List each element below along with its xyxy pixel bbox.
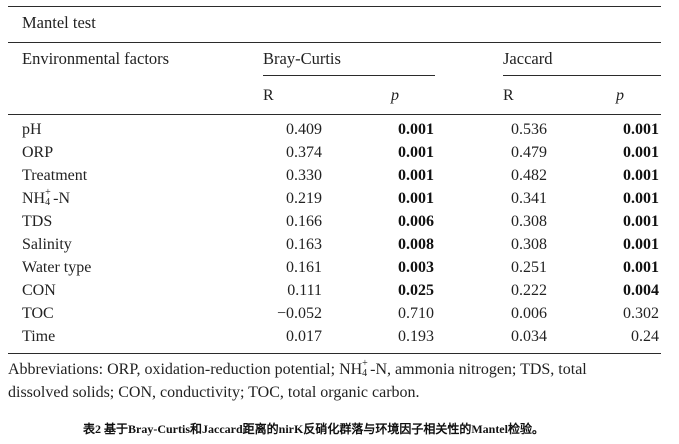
- jaccard-r-value: 0.006: [511, 305, 547, 322]
- header-bottom-rule: [8, 114, 661, 115]
- row-factor: ORP: [22, 144, 54, 161]
- jaccard-underline: [503, 75, 661, 76]
- jaccard-p-value: 0.004: [623, 282, 659, 299]
- bray-curtis-r-value: 0.166: [286, 213, 322, 230]
- abbreviations-text-b: -N, ammonia nitrogen; TDS, total: [370, 361, 587, 378]
- bray-curtis-p-value: 0.001: [398, 167, 434, 184]
- bray-curtis-p-value: 0.001: [398, 190, 434, 207]
- jaccard-p-value: 0.302: [623, 305, 659, 322]
- bray-curtis-r-header: R: [263, 87, 274, 104]
- jaccard-r-value: 0.034: [511, 328, 547, 345]
- abbreviations-line-1: Abbreviations: ORP, oxidation-reduction …: [8, 358, 587, 381]
- jaccard-p-value: 0.001: [623, 121, 659, 138]
- bray-curtis-r-value: 0.017: [286, 328, 322, 345]
- top-rule: [8, 6, 661, 7]
- jaccard-r-value: 0.341: [511, 190, 547, 207]
- jaccard-p-value: 0.001: [623, 144, 659, 161]
- bray-curtis-p-value: 0.008: [398, 236, 434, 253]
- jaccard-p-value: 0.24: [631, 328, 659, 345]
- abbreviations-text-a: Abbreviations: ORP, oxidation-reduction …: [8, 361, 363, 378]
- bray-curtis-r-value: 0.111: [287, 282, 322, 299]
- title-rule: [8, 42, 661, 43]
- table-title: Mantel test: [22, 13, 96, 32]
- row-factor: Treatment: [22, 167, 88, 184]
- row-factor: CON: [22, 282, 56, 299]
- row-factor: pH: [22, 121, 42, 138]
- bray-curtis-p-value: 0.003: [398, 259, 434, 276]
- jaccard-p-value: 0.001: [623, 190, 659, 207]
- factor-sup: +: [45, 187, 51, 198]
- row-factor: Water type: [22, 259, 92, 276]
- row-factor: NH +4 -N: [22, 187, 70, 210]
- row-factor: Salinity: [22, 236, 72, 253]
- bray-curtis-r-value: 0.374: [286, 144, 322, 161]
- bray-curtis-p-value: 0.006: [398, 213, 434, 230]
- abbreviations-sub: 4: [362, 368, 368, 379]
- jaccard-r-value: 0.251: [511, 259, 547, 276]
- bray-curtis-r-value: 0.409: [286, 121, 322, 138]
- jaccard-r-value: 0.308: [511, 213, 547, 230]
- abbreviations-line-2: dissolved solids; CON, conductivity; TOC…: [8, 384, 420, 401]
- bray-curtis-p-value: 0.710: [398, 305, 434, 322]
- jaccard-p-header: p: [616, 87, 624, 104]
- row-factor: TOC: [22, 305, 54, 322]
- jaccard-r-value: 0.536: [511, 121, 547, 138]
- jaccard-r-value: 0.222: [511, 282, 547, 299]
- bray-curtis-r-value: 0.161: [286, 259, 322, 276]
- jaccard-p-value: 0.001: [623, 259, 659, 276]
- jaccard-group-header: Jaccard: [503, 49, 553, 68]
- bray-curtis-underline: [263, 75, 435, 76]
- jaccard-p-value: 0.001: [623, 236, 659, 253]
- row-factor: Time: [22, 328, 56, 345]
- bray-curtis-p-value: 0.193: [398, 328, 434, 345]
- factor-column-header: Environmental factors: [22, 49, 170, 68]
- jaccard-r-value: 0.479: [511, 144, 547, 161]
- table-bottom-rule: [8, 353, 661, 354]
- bray-curtis-p-value: 0.001: [398, 144, 434, 161]
- jaccard-p-value: 0.001: [623, 213, 659, 230]
- bray-curtis-r-value: −0.052: [276, 305, 322, 322]
- jaccard-p-value: 0.001: [623, 167, 659, 184]
- jaccard-r-value: 0.308: [511, 236, 547, 253]
- row-factor: TDS: [22, 213, 53, 230]
- bray-curtis-r-value: 0.219: [286, 190, 322, 207]
- bray-curtis-group-header: Bray-Curtis: [263, 49, 341, 68]
- factor-base: NH: [22, 190, 46, 207]
- bray-curtis-p-header: p: [391, 87, 399, 104]
- abbreviations-sup: +: [362, 358, 368, 369]
- factor-sub: 4: [45, 197, 51, 208]
- factor-suffix: -N: [53, 190, 70, 207]
- bray-curtis-p-value: 0.001: [398, 121, 434, 138]
- bray-curtis-r-value: 0.163: [286, 236, 322, 253]
- table-caption: 表2 基于Bray-Curtis和Jaccard距离的nirK反硝化群落与环境因…: [83, 422, 544, 436]
- jaccard-r-value: 0.482: [511, 167, 547, 184]
- jaccard-r-header: R: [503, 87, 514, 104]
- bray-curtis-p-value: 0.025: [398, 282, 434, 299]
- bray-curtis-r-value: 0.330: [286, 167, 322, 184]
